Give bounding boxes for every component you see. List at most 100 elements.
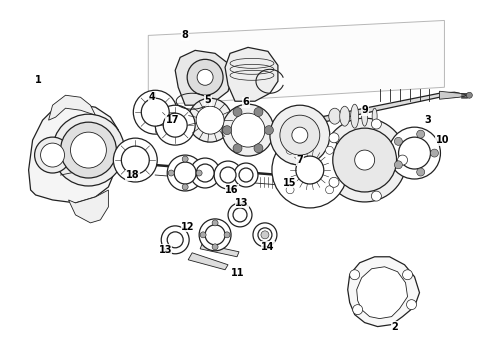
- Circle shape: [355, 150, 375, 170]
- Circle shape: [231, 113, 265, 147]
- Text: 2: 2: [391, 321, 398, 332]
- Polygon shape: [348, 257, 419, 327]
- Circle shape: [197, 69, 213, 85]
- Circle shape: [122, 146, 149, 174]
- Ellipse shape: [340, 106, 350, 126]
- Polygon shape: [200, 244, 239, 257]
- Circle shape: [398, 137, 431, 169]
- Polygon shape: [357, 267, 408, 319]
- Text: 17: 17: [166, 115, 179, 125]
- Circle shape: [167, 232, 183, 248]
- Text: 12: 12: [181, 222, 195, 232]
- Circle shape: [163, 113, 187, 137]
- Circle shape: [239, 168, 253, 182]
- Circle shape: [205, 225, 225, 245]
- Polygon shape: [28, 103, 121, 203]
- Circle shape: [416, 168, 425, 176]
- Text: 13: 13: [235, 198, 249, 208]
- Circle shape: [253, 223, 277, 247]
- Text: 1: 1: [35, 75, 42, 85]
- Circle shape: [41, 143, 65, 167]
- Circle shape: [272, 132, 348, 208]
- Circle shape: [222, 126, 232, 135]
- Circle shape: [35, 137, 71, 173]
- Circle shape: [286, 186, 294, 194]
- Circle shape: [296, 156, 324, 184]
- Text: 4: 4: [149, 92, 156, 102]
- Circle shape: [394, 161, 402, 169]
- Text: 6: 6: [243, 97, 249, 107]
- Text: 9: 9: [361, 105, 368, 115]
- Polygon shape: [148, 21, 444, 105]
- Text: 11: 11: [231, 268, 245, 278]
- Circle shape: [228, 203, 252, 227]
- Polygon shape: [225, 48, 278, 101]
- Circle shape: [350, 270, 360, 280]
- Circle shape: [394, 138, 402, 145]
- Circle shape: [258, 228, 272, 242]
- Text: 16: 16: [225, 185, 239, 195]
- Circle shape: [182, 156, 188, 162]
- Circle shape: [174, 162, 196, 184]
- Polygon shape: [300, 92, 460, 127]
- Polygon shape: [49, 95, 96, 120]
- Circle shape: [280, 115, 320, 155]
- Circle shape: [292, 127, 308, 143]
- Circle shape: [196, 106, 224, 134]
- Circle shape: [261, 231, 269, 239]
- Circle shape: [161, 226, 189, 254]
- Text: 8: 8: [182, 30, 189, 40]
- Circle shape: [52, 114, 124, 186]
- Polygon shape: [69, 190, 108, 223]
- Circle shape: [397, 155, 408, 165]
- Circle shape: [254, 144, 263, 153]
- Circle shape: [233, 144, 242, 153]
- Circle shape: [265, 126, 273, 135]
- Ellipse shape: [351, 104, 359, 128]
- Text: 18: 18: [125, 170, 139, 180]
- Circle shape: [431, 149, 439, 157]
- Circle shape: [286, 146, 294, 154]
- Circle shape: [403, 270, 413, 280]
- Polygon shape: [440, 91, 466, 99]
- Circle shape: [141, 98, 169, 126]
- Circle shape: [325, 186, 334, 194]
- Circle shape: [389, 127, 441, 179]
- Circle shape: [233, 108, 242, 117]
- Circle shape: [353, 305, 363, 315]
- Text: 15: 15: [283, 178, 296, 188]
- Text: 13: 13: [158, 245, 172, 255]
- Circle shape: [329, 177, 339, 187]
- Circle shape: [222, 104, 274, 156]
- Circle shape: [214, 161, 242, 189]
- Text: 10: 10: [436, 135, 449, 145]
- Circle shape: [188, 98, 232, 142]
- Circle shape: [133, 90, 177, 134]
- Text: 5: 5: [205, 95, 212, 105]
- Circle shape: [416, 130, 425, 138]
- Circle shape: [270, 105, 330, 165]
- Circle shape: [323, 118, 407, 202]
- Circle shape: [199, 219, 231, 251]
- Circle shape: [224, 232, 230, 238]
- Circle shape: [371, 191, 381, 201]
- Circle shape: [200, 232, 206, 238]
- Text: 3: 3: [424, 115, 431, 125]
- Circle shape: [254, 108, 263, 117]
- Circle shape: [212, 220, 218, 226]
- Circle shape: [71, 132, 106, 168]
- Circle shape: [187, 59, 223, 95]
- Circle shape: [196, 170, 202, 176]
- Circle shape: [182, 184, 188, 190]
- Text: 7: 7: [296, 155, 303, 165]
- Ellipse shape: [372, 108, 377, 124]
- Circle shape: [167, 155, 203, 191]
- Circle shape: [196, 164, 214, 182]
- Circle shape: [220, 167, 236, 183]
- Circle shape: [61, 122, 116, 178]
- Circle shape: [371, 119, 381, 129]
- Ellipse shape: [329, 108, 341, 124]
- Circle shape: [155, 105, 195, 145]
- Text: 14: 14: [261, 242, 275, 252]
- Circle shape: [407, 300, 416, 310]
